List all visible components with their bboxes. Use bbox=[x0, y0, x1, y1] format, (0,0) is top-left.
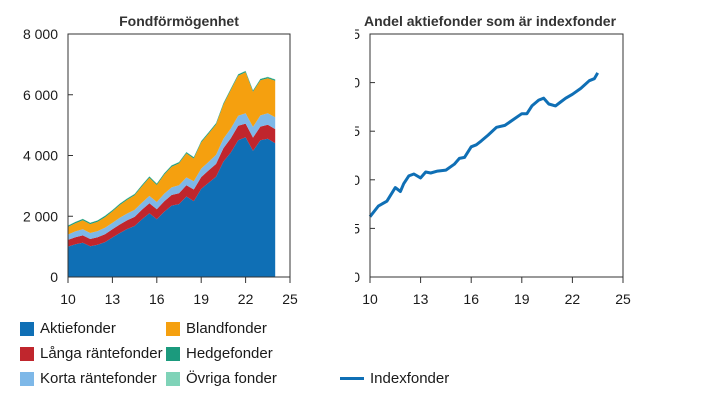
legend-line-swatch bbox=[340, 377, 364, 380]
legend-label: Blandfonder bbox=[186, 320, 267, 337]
legend-label: Övriga fonder bbox=[186, 370, 277, 387]
line-indexfonder bbox=[368, 72, 599, 218]
chart1-title: Fondförmögenhet bbox=[119, 13, 239, 29]
chart2-plot-frame bbox=[369, 33, 624, 278]
fund-assets-chart: Fondförmögenhet 0 2 000 4 000 6 000 8 000 10… bbox=[23, 13, 298, 307]
chart2-x-axis: 10 13 16 19 22 25 bbox=[362, 277, 631, 307]
legend-label: Hedgefonder bbox=[186, 345, 273, 362]
x-tick-label: 19 bbox=[514, 291, 530, 307]
area-korta-rantefonder bbox=[68, 113, 276, 240]
y-tick-label: 20 bbox=[355, 75, 360, 91]
chart1-areas bbox=[68, 70, 276, 277]
legend-item-langa-rantefonder: Långa räntefonder bbox=[20, 345, 163, 362]
legend-swatch bbox=[166, 321, 180, 336]
y-tick-label: 25 bbox=[355, 26, 360, 42]
x-tick-label: 10 bbox=[60, 291, 76, 307]
legend-label: Indexfonder bbox=[370, 370, 450, 387]
legend-swatch bbox=[20, 371, 34, 386]
legend-label: Korta räntefonder bbox=[40, 370, 157, 387]
chart2-y-axis: 0 5 10 15 20 25 bbox=[355, 26, 375, 285]
legend-swatch bbox=[166, 371, 180, 386]
x-tick-label: 16 bbox=[149, 291, 165, 307]
legend-swatch bbox=[20, 346, 34, 361]
y-tick-label: 6 000 bbox=[23, 87, 58, 103]
index-share-chart: Andel aktiefonder som är indexfonder 0 5 1… bbox=[355, 13, 631, 307]
x-tick-label: 25 bbox=[615, 291, 631, 307]
y-tick-label: 4 000 bbox=[23, 148, 58, 164]
y-tick-label: 10 bbox=[355, 172, 360, 188]
y-tick-label: 0 bbox=[355, 269, 360, 285]
x-tick-label: 13 bbox=[413, 291, 429, 307]
area-blandfonder bbox=[68, 72, 276, 235]
legend-item-hedgefonder: Hedgefonder bbox=[166, 345, 273, 362]
legend-label: Långa räntefonder bbox=[40, 345, 163, 362]
y-tick-label: 15 bbox=[355, 123, 360, 139]
x-tick-label: 16 bbox=[463, 291, 479, 307]
x-tick-label: 13 bbox=[105, 291, 121, 307]
y-tick-label: 8 000 bbox=[23, 26, 58, 42]
y-tick-label: 0 bbox=[50, 269, 58, 285]
legend-swatch bbox=[20, 321, 34, 336]
legend-swatch bbox=[166, 346, 180, 361]
x-tick-label: 22 bbox=[565, 291, 581, 307]
legend-item-aktiefonder: Aktiefonder bbox=[20, 320, 116, 337]
legend-item-indexfonder: Indexfonder bbox=[340, 370, 449, 387]
chart1-y-axis: 0 2 000 4 000 6 000 8 000 bbox=[23, 26, 73, 285]
chart1-x-axis: 10 13 16 19 22 25 bbox=[60, 277, 298, 307]
chart2-title: Andel aktiefonder som är indexfonder bbox=[364, 13, 617, 29]
area-langa-rantefonder bbox=[68, 123, 276, 247]
y-tick-label: 5 bbox=[355, 220, 360, 236]
chart2-legend: Indexfonder bbox=[340, 370, 540, 392]
legend-item-ovriga-fonder: Övriga fonder bbox=[166, 370, 277, 387]
legend-item-korta-rantefonder: Korta räntefonder bbox=[20, 370, 157, 387]
legend-item-blandfonder: Blandfonder bbox=[166, 320, 267, 337]
y-tick-label: 2 000 bbox=[23, 208, 58, 224]
x-tick-label: 19 bbox=[193, 291, 209, 307]
x-tick-label: 25 bbox=[282, 291, 298, 307]
chart1-legend: Aktiefonder Långa räntefonder Korta ränt… bbox=[20, 320, 340, 390]
x-tick-label: 10 bbox=[362, 291, 378, 307]
chart2-lines bbox=[368, 72, 599, 218]
legend-label: Aktiefonder bbox=[40, 320, 116, 337]
x-tick-label: 22 bbox=[238, 291, 254, 307]
area-aktiefonder bbox=[68, 137, 276, 277]
